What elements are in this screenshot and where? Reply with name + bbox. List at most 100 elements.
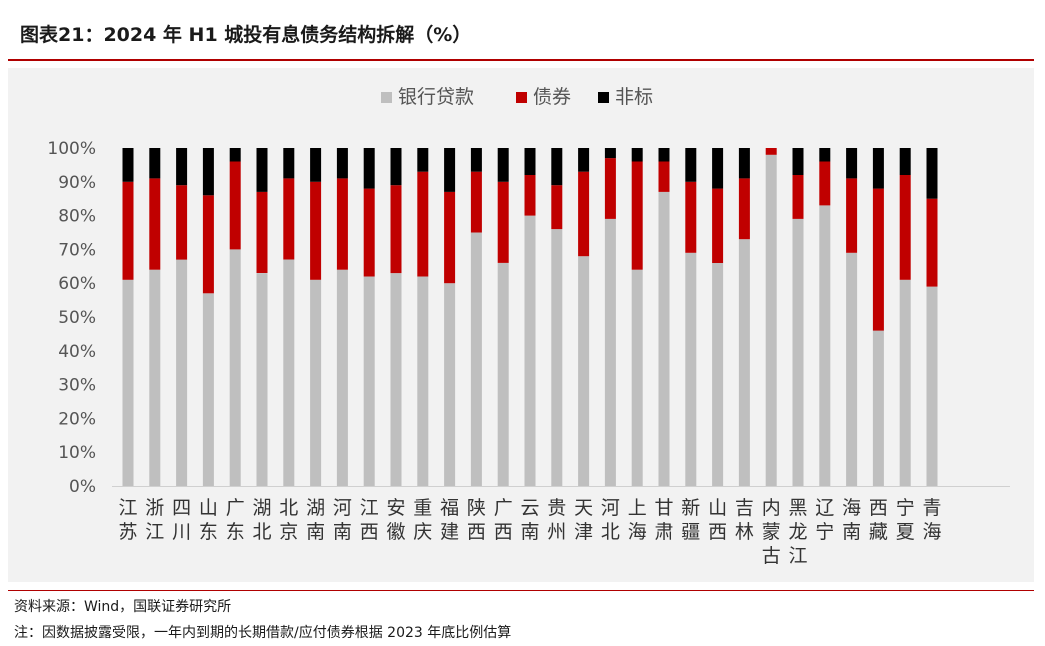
bar-segment-0 [658, 191, 670, 486]
x-tick-label: 肃 [654, 521, 673, 543]
bar-segment-1 [229, 161, 241, 250]
bar-segment-1 [497, 181, 509, 263]
x-tick-label: 津 [574, 521, 593, 543]
bar-segment-0 [819, 205, 831, 486]
y-tick-label: 30% [58, 376, 96, 396]
x-tick-label: 北 [252, 521, 271, 543]
x-tick-label: 吉 [735, 497, 754, 519]
bar-segment-0 [792, 219, 804, 486]
bar-segment-2 [872, 148, 884, 189]
bar-segment-1 [176, 185, 188, 260]
x-tick-label: 川 [172, 521, 191, 543]
bar-segment-2 [149, 148, 161, 179]
x-tick-label: 北 [279, 497, 298, 519]
bar-segment-0 [256, 273, 268, 486]
x-tick-label: 北 [601, 521, 620, 543]
bar-segment-0 [765, 154, 777, 487]
x-tick-label: 东 [226, 521, 245, 543]
bar-segment-0 [497, 262, 509, 486]
bar-segment-0 [631, 269, 643, 486]
x-tick-label: 四 [172, 497, 191, 519]
x-tick-label: 藏 [869, 521, 888, 543]
bar-segment-2 [256, 148, 268, 192]
title-divider [8, 59, 1034, 61]
x-tick-label: 西 [467, 521, 486, 543]
x-tick-label: 西 [494, 521, 513, 543]
bar-segment-2 [658, 148, 670, 162]
bar-segment-0 [122, 279, 134, 486]
bar-segment-1 [819, 161, 831, 206]
bar-segment-0 [202, 293, 214, 486]
chart-title: 图表21：2024 年 H1 城投有息债务结构拆解（%） [20, 24, 472, 46]
bar-segment-0 [470, 232, 482, 486]
bar-segment-1 [712, 188, 724, 263]
bar-segment-0 [444, 283, 456, 486]
bar-segment-1 [470, 171, 482, 233]
bar-segment-2 [685, 148, 697, 182]
x-tick-label: 河 [601, 497, 620, 519]
bar-segment-2 [738, 148, 750, 179]
x-tick-label: 天 [574, 497, 593, 519]
bar-segment-1 [202, 195, 214, 294]
bars [122, 148, 938, 487]
x-tick-label: 江 [145, 521, 164, 543]
bar-segment-2 [524, 148, 536, 175]
bar-segment-0 [551, 229, 563, 486]
bar-segment-1 [872, 188, 884, 331]
x-tick-label: 重 [413, 497, 432, 519]
x-tick-label: 南 [520, 521, 539, 543]
bar-segment-0 [899, 279, 911, 486]
x-tick-label: 江 [788, 545, 807, 567]
y-tick-label: 70% [58, 240, 96, 260]
x-tick-label: 云 [520, 497, 539, 519]
bar-segment-1 [417, 171, 429, 277]
x-tick-label: 海 [628, 521, 647, 543]
y-tick-label: 0% [69, 477, 96, 497]
y-tick-label: 90% [58, 173, 96, 193]
legend-label-0: 银行贷款 [398, 86, 474, 108]
legend-label-2: 非标 [615, 86, 653, 108]
x-tick-label: 龙 [788, 521, 807, 543]
x-tick-label: 徽 [386, 521, 405, 543]
bar-segment-2 [712, 148, 724, 189]
y-axis: 0% 10% 20% 30% 40% 50% 60% 70% 80% 90% 100% [47, 139, 96, 497]
bar-segment-0 [872, 330, 884, 486]
bar-segment-0 [310, 279, 322, 486]
bar-segment-2 [122, 148, 134, 182]
bar-segment-1 [604, 158, 616, 219]
x-tick-label: 京 [279, 521, 298, 543]
chart-area: 银行贷款 债券 非标 0% 10% 20% 30% 40% 50% 60% 70% 80% 90% 10… [8, 68, 1034, 582]
x-tick-label: 新 [681, 497, 700, 519]
y-tick-label: 20% [58, 409, 96, 429]
bar-segment-1 [310, 181, 322, 280]
bar-segment-1 [685, 181, 697, 253]
bar-segment-2 [470, 148, 482, 172]
bar-segment-0 [176, 259, 188, 486]
x-tick-label: 甘 [654, 497, 673, 519]
x-tick-label: 古 [762, 545, 781, 567]
x-tick-label: 州 [547, 521, 566, 543]
bar-segment-2 [310, 148, 322, 182]
bar-segment-1 [256, 191, 268, 273]
bar-segment-0 [846, 252, 858, 486]
x-tick-label: 山 [708, 497, 727, 519]
source-text: 资料来源：Wind，国联证券研究所 [14, 599, 232, 615]
bar-segment-2 [390, 148, 402, 186]
x-tick-label: 山 [199, 497, 218, 519]
x-tick-label: 黑 [788, 497, 807, 519]
y-tick-label: 40% [58, 342, 96, 362]
y-tick-label: 60% [58, 274, 96, 294]
note-text: 注：因数据披露受限，一年内到期的长期借款/应付债券根据 2023 年底比例估算 [14, 625, 512, 641]
x-axis: 江苏浙江四川山东广东湖北北京湖南河南江西安徽重庆福建陕西广西云南贵州天津河北上海… [112, 486, 1010, 567]
legend-swatch-2 [598, 92, 609, 103]
x-tick-label: 宁 [815, 521, 834, 543]
y-tick-label: 50% [58, 308, 96, 328]
bar-segment-1 [926, 198, 938, 287]
x-tick-label: 西 [708, 521, 727, 543]
stacked-bar-chart: 银行贷款 债券 非标 0% 10% 20% 30% 40% 50% 60% 70% 80% 90% 10… [47, 86, 1010, 567]
bar-segment-1 [792, 175, 804, 219]
x-tick-label: 广 [494, 497, 513, 519]
bar-segment-1 [738, 178, 750, 240]
bar-segment-2 [497, 148, 509, 182]
y-tick-label: 100% [47, 139, 96, 159]
